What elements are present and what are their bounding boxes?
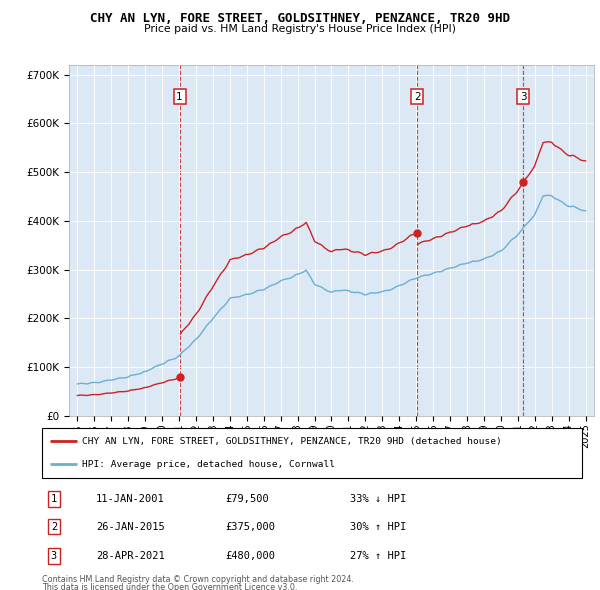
- Text: Contains HM Land Registry data © Crown copyright and database right 2024.: Contains HM Land Registry data © Crown c…: [42, 575, 354, 584]
- Text: 3: 3: [520, 91, 527, 101]
- Text: £79,500: £79,500: [226, 494, 269, 504]
- Text: 33% ↓ HPI: 33% ↓ HPI: [350, 494, 406, 504]
- Text: £375,000: £375,000: [226, 522, 275, 532]
- Text: 2: 2: [414, 91, 421, 101]
- FancyBboxPatch shape: [42, 428, 582, 478]
- Text: 28-APR-2021: 28-APR-2021: [96, 551, 165, 561]
- Text: £480,000: £480,000: [226, 551, 275, 561]
- Text: 1: 1: [176, 91, 183, 101]
- Text: This data is licensed under the Open Government Licence v3.0.: This data is licensed under the Open Gov…: [42, 583, 298, 590]
- Text: 27% ↑ HPI: 27% ↑ HPI: [350, 551, 406, 561]
- Text: CHY AN LYN, FORE STREET, GOLDSITHNEY, PENZANCE, TR20 9HD (detached house): CHY AN LYN, FORE STREET, GOLDSITHNEY, PE…: [83, 437, 502, 446]
- Text: 2: 2: [51, 522, 57, 532]
- Text: 30% ↑ HPI: 30% ↑ HPI: [350, 522, 406, 532]
- Text: 1: 1: [51, 494, 57, 504]
- Text: 11-JAN-2001: 11-JAN-2001: [96, 494, 165, 504]
- Text: CHY AN LYN, FORE STREET, GOLDSITHNEY, PENZANCE, TR20 9HD: CHY AN LYN, FORE STREET, GOLDSITHNEY, PE…: [90, 12, 510, 25]
- Text: 26-JAN-2015: 26-JAN-2015: [96, 522, 165, 532]
- Text: 3: 3: [51, 551, 57, 561]
- Text: HPI: Average price, detached house, Cornwall: HPI: Average price, detached house, Corn…: [83, 460, 335, 469]
- Text: Price paid vs. HM Land Registry's House Price Index (HPI): Price paid vs. HM Land Registry's House …: [144, 24, 456, 34]
